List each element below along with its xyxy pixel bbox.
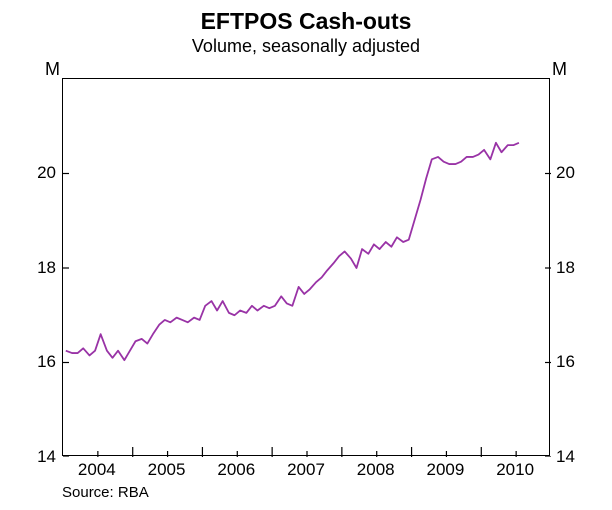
y-tick-left: 14 <box>16 447 56 467</box>
x-tick: 2008 <box>357 460 395 480</box>
y-tick-right: 20 <box>556 163 596 183</box>
y-unit-left: M <box>36 59 60 80</box>
chart-subtitle: Volume, seasonally adjusted <box>0 36 612 57</box>
plot-svg <box>63 79 551 457</box>
x-tick: 2004 <box>78 460 116 480</box>
source-label: Source: RBA <box>62 484 149 501</box>
x-tick: 2010 <box>496 460 534 480</box>
plot-area <box>62 78 550 456</box>
x-tick: 2006 <box>217 460 255 480</box>
y-unit-right: M <box>552 59 576 80</box>
x-tick: 2009 <box>427 460 465 480</box>
chart-title: EFTPOS Cash-outs <box>0 8 612 35</box>
y-tick-right: 16 <box>556 352 596 372</box>
chart-container: EFTPOS Cash-outs Volume, seasonally adju… <box>0 0 612 510</box>
y-tick-left: 18 <box>16 258 56 278</box>
y-tick-left: 16 <box>16 352 56 372</box>
x-tick: 2007 <box>287 460 325 480</box>
series-line <box>66 143 519 360</box>
y-tick-right: 18 <box>556 258 596 278</box>
x-tick: 2005 <box>148 460 186 480</box>
y-tick-right: 14 <box>556 447 596 467</box>
y-tick-left: 20 <box>16 163 56 183</box>
